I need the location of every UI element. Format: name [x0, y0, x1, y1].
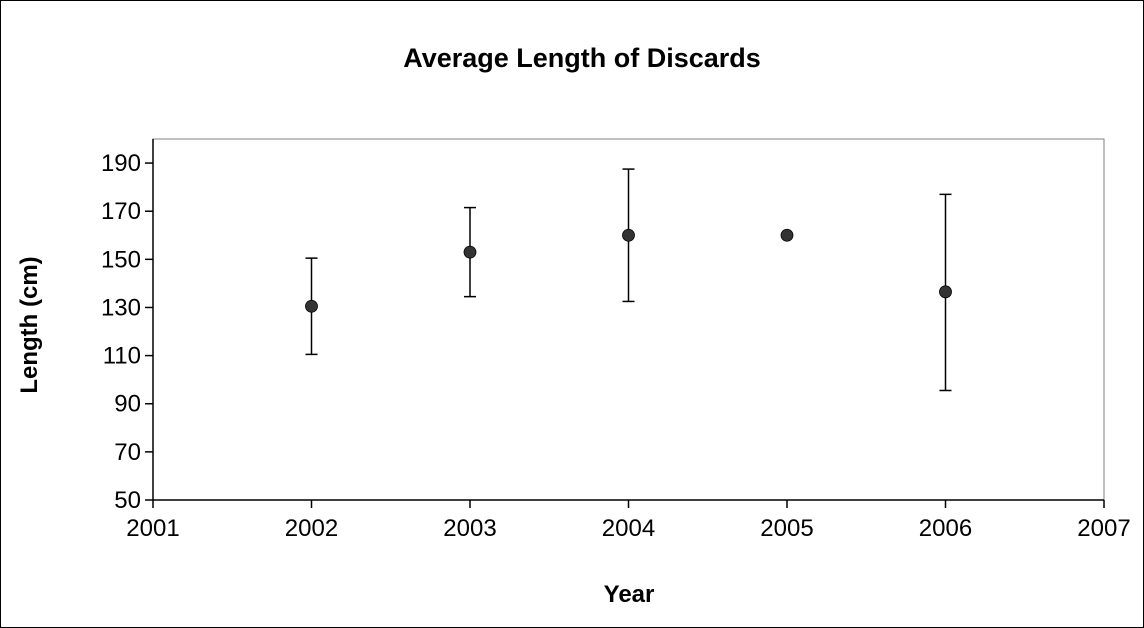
x-axis-title: Year — [604, 581, 655, 608]
y-tick-label: 110 — [103, 343, 141, 370]
data-points — [305, 228, 952, 313]
x-tick-label: 2006 — [919, 515, 972, 542]
y-tick-label: 50 — [114, 487, 141, 514]
y-axis-title: Length (cm) — [16, 256, 43, 393]
data-point — [305, 299, 318, 313]
x-tick-label: 2005 — [760, 515, 813, 542]
x-axis: 2001 2002 2003 2004 2005 2006 2007 — [126, 499, 1131, 542]
x-tick-label: 2004 — [602, 515, 655, 542]
y-tick-label: 130 — [101, 294, 141, 321]
y-tick-label: 90 — [114, 391, 141, 418]
chart-title: Average Length of Discards — [403, 43, 761, 73]
x-tick-label: 2002 — [285, 515, 338, 542]
y-tick-label: 190 — [101, 150, 141, 177]
x-tick-label: 2007 — [1077, 515, 1130, 542]
data-point — [622, 228, 635, 242]
data-point — [463, 245, 477, 259]
y-tick-label: 70 — [114, 439, 141, 466]
data-point — [939, 285, 952, 299]
y-tick-label: 170 — [101, 198, 141, 225]
data-point — [780, 228, 794, 242]
y-axis: 50 70 90 110 130 150 170 190 — [101, 139, 154, 514]
x-tick-label: 2003 — [443, 515, 496, 542]
y-tick-label: 150 — [101, 246, 141, 273]
x-tick-label: 2001 — [126, 515, 179, 542]
